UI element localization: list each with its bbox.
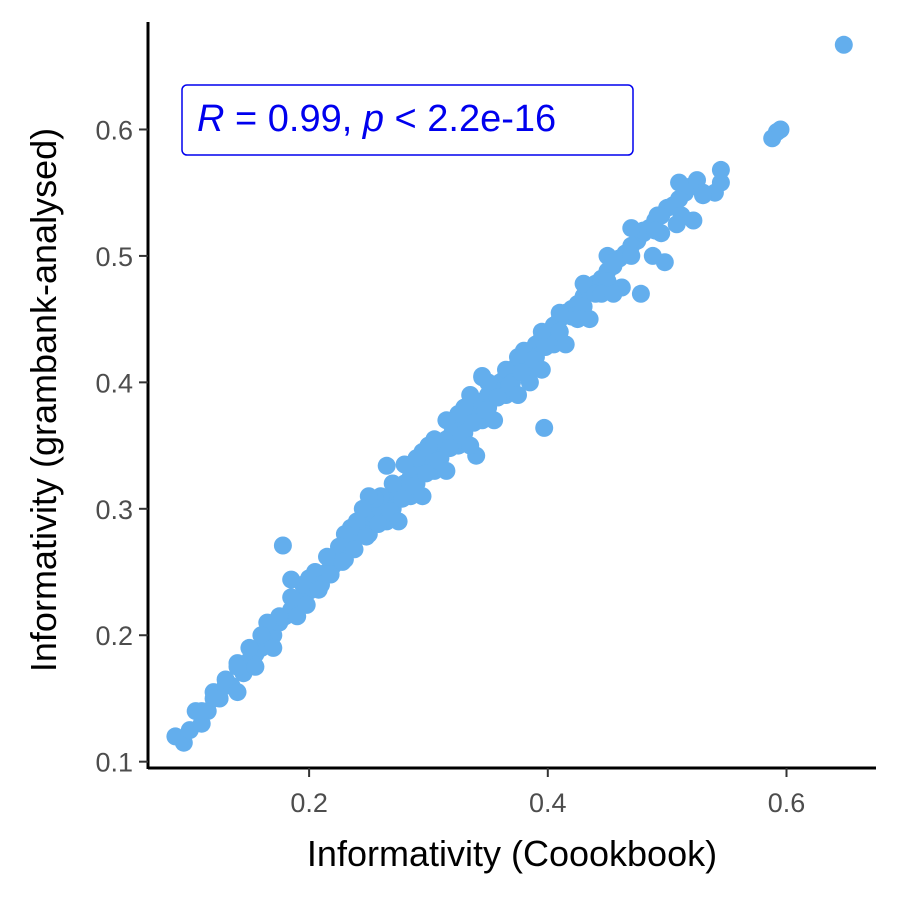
data-point	[273, 536, 292, 555]
data-point	[694, 186, 712, 205]
data-point	[321, 565, 340, 584]
data-point	[357, 527, 376, 546]
data-point	[440, 439, 459, 458]
data-point	[509, 386, 527, 404]
data-point	[437, 461, 456, 480]
data-points	[166, 35, 853, 752]
data-point	[550, 303, 569, 322]
data-point	[536, 338, 555, 356]
annotation-r-symbol: R	[197, 98, 224, 140]
data-point	[556, 335, 575, 354]
data-point	[711, 173, 730, 192]
data-point	[512, 363, 531, 382]
annotation-r-value: = 0.99,	[224, 98, 362, 140]
data-point	[648, 206, 667, 225]
data-point	[377, 456, 396, 475]
y-axis: 0.1 0.2 0.3 0.4 0.5 0.6	[95, 22, 150, 778]
y-tick-label: 0.6	[95, 115, 133, 145]
data-point	[437, 411, 456, 430]
data-point	[622, 246, 641, 265]
data-point	[318, 547, 336, 566]
annotation-p-symbol: p	[362, 98, 384, 140]
data-point	[192, 702, 211, 721]
data-point	[204, 689, 223, 708]
data-point	[604, 253, 623, 272]
annotation-p-value: < 2.2e-16	[384, 98, 556, 140]
data-point	[464, 413, 483, 432]
data-point	[488, 388, 507, 407]
x-tick-label: 0.2	[290, 788, 328, 818]
data-point	[417, 464, 436, 483]
data-point	[655, 253, 674, 272]
y-axis-ticks: 0.1 0.2 0.3 0.4 0.5 0.6	[95, 115, 148, 778]
y-tick-label: 0.2	[95, 621, 133, 651]
data-point	[771, 120, 790, 139]
data-point	[216, 670, 235, 689]
data-point	[670, 173, 689, 192]
data-point	[228, 657, 247, 676]
data-point	[485, 411, 504, 430]
data-point	[604, 284, 623, 303]
data-point	[228, 683, 247, 702]
data-point	[333, 552, 352, 571]
y-axis-title: Informativity (grambank-analysed)	[23, 128, 64, 672]
data-point	[309, 580, 328, 599]
x-tick-label: 0.4	[529, 788, 567, 818]
data-point	[461, 436, 480, 455]
data-point	[834, 35, 853, 54]
data-point	[395, 455, 414, 474]
x-axis-ticks: 0.2 0.4 0.6	[290, 768, 805, 818]
data-point	[345, 540, 364, 559]
data-point	[580, 310, 599, 329]
data-point	[631, 284, 650, 303]
data-point	[646, 221, 665, 240]
data-point	[240, 638, 259, 657]
data-point	[711, 160, 730, 179]
y-tick-label: 0.5	[95, 242, 133, 272]
y-tick-label: 0.1	[95, 748, 133, 778]
y-tick-label: 0.4	[95, 368, 133, 398]
x-axis: 0.2 0.4 0.6	[148, 766, 876, 818]
data-point	[532, 322, 551, 341]
x-tick-label: 0.6	[768, 788, 806, 818]
data-point	[509, 348, 527, 367]
y-tick-label: 0.3	[95, 495, 133, 525]
annotation-text: R = 0.99, p < 2.2e-16	[197, 98, 556, 140]
data-point	[246, 657, 265, 676]
correlation-annotation: R = 0.99, p < 2.2e-16	[181, 84, 634, 156]
data-point	[532, 360, 551, 379]
data-point	[282, 588, 301, 607]
data-point	[282, 570, 301, 589]
data-point	[535, 418, 554, 437]
data-point	[622, 219, 641, 238]
data-point	[252, 626, 271, 645]
annotation-box	[181, 84, 634, 156]
data-point	[473, 368, 492, 387]
x-axis-title: Informativity (Coookbook)	[307, 833, 717, 874]
data-point	[383, 474, 402, 493]
data-point	[389, 512, 408, 531]
data-point	[413, 487, 432, 506]
data-point	[297, 595, 316, 614]
data-point	[574, 274, 593, 293]
data-point	[369, 515, 388, 533]
data-point	[684, 211, 703, 230]
data-point	[393, 489, 412, 508]
data-point	[264, 638, 283, 657]
data-point	[667, 215, 686, 234]
